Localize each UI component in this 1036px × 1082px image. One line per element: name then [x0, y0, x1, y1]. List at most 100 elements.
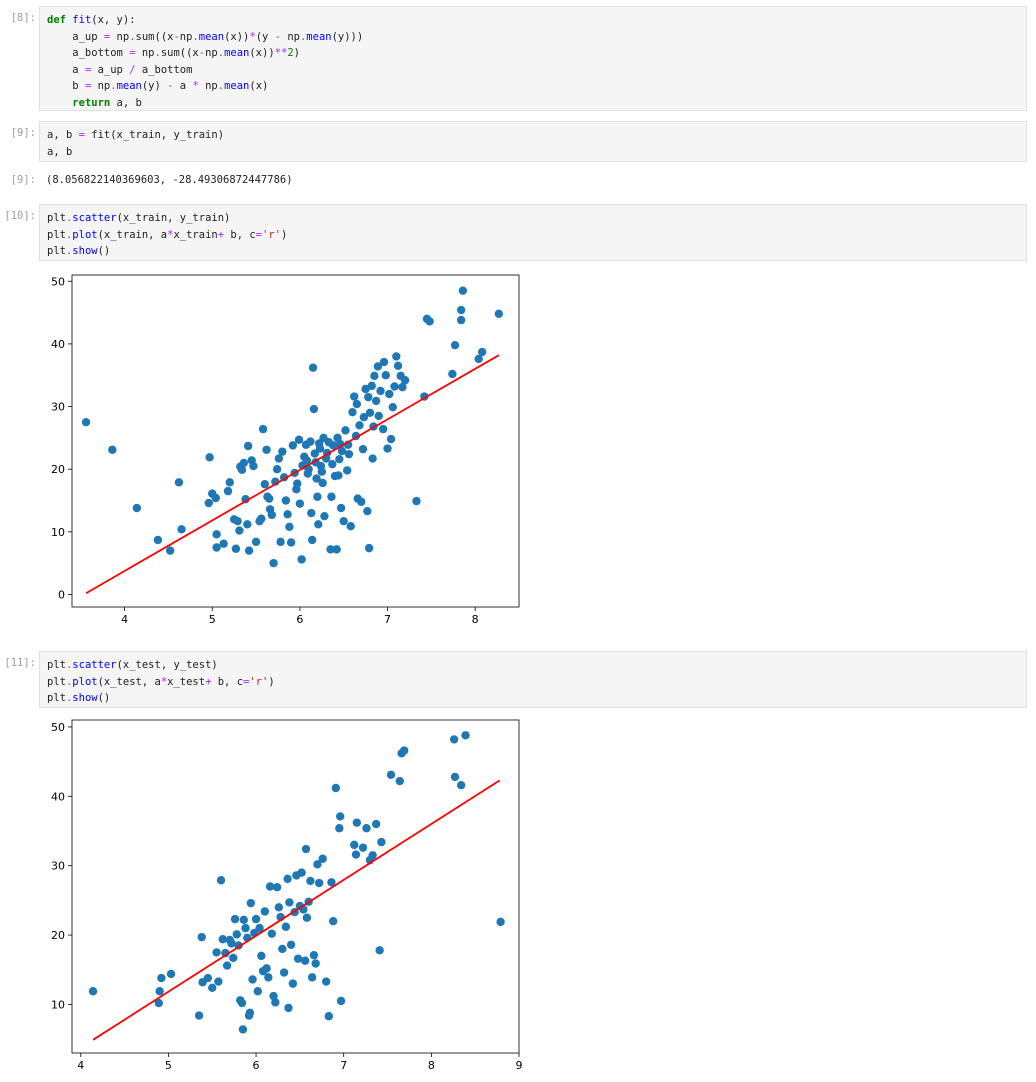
code-text: a, b = fit(x_train, y_train) a, b [47, 129, 225, 158]
data-point [258, 966, 268, 976]
data-point [311, 959, 320, 968]
data-point [369, 422, 378, 431]
data-point [456, 315, 466, 325]
data-point [373, 362, 383, 371]
data-point [297, 555, 306, 564]
data-point [327, 492, 336, 501]
data-point [236, 462, 245, 471]
data-point [324, 1012, 334, 1021]
data-point [262, 445, 271, 454]
data-point [283, 510, 292, 519]
data-point [309, 404, 319, 414]
data-point [363, 506, 372, 516]
x-tick-label: 4 [121, 613, 128, 626]
data-point [255, 923, 264, 933]
data-point [339, 516, 348, 526]
data-point [361, 384, 370, 394]
data-point [383, 444, 392, 453]
data-point [298, 461, 307, 470]
data-point [307, 508, 316, 518]
plot-frame [71, 719, 520, 1054]
code-input[interactable]: a, b = fit(x_train, y_train) a, b [39, 121, 1027, 162]
data-point [229, 953, 238, 963]
data-point [327, 878, 336, 887]
data-point [222, 961, 232, 970]
data-point [241, 923, 250, 933]
data-point [461, 731, 470, 740]
data-point [251, 914, 261, 924]
data-point [165, 546, 175, 555]
data-point [238, 1025, 248, 1034]
data-point [379, 357, 389, 367]
data-point [276, 912, 285, 922]
data-point [249, 461, 258, 471]
data-point [248, 975, 257, 984]
data-point [208, 489, 217, 498]
data-point [335, 824, 344, 833]
data-point [328, 441, 338, 450]
y-tick-label: 20 [51, 929, 65, 942]
data-point [212, 948, 221, 957]
data-point [306, 437, 315, 446]
data-point [358, 444, 368, 454]
data-point [326, 545, 335, 554]
x-tick-label: 8 [428, 1059, 435, 1072]
data-point [420, 392, 429, 401]
data-point [348, 407, 357, 417]
data-point [336, 439, 345, 449]
data-point [302, 456, 312, 465]
data-point [352, 399, 362, 409]
code-input[interactable]: def fit(x, y): a_up = np.sum((x-np.mean(… [39, 6, 1027, 111]
data-point [385, 389, 394, 399]
data-point [108, 445, 117, 454]
data-point [203, 973, 213, 983]
code-input[interactable]: plt.scatter(x_train, y_train) plt.plot(x_… [39, 204, 1027, 261]
data-point [425, 317, 434, 326]
data-point [230, 914, 240, 924]
y-tick-label: 30 [51, 860, 65, 873]
data-point [281, 496, 291, 505]
data-point [368, 851, 377, 860]
data-point [341, 426, 350, 435]
data-point [398, 382, 407, 392]
data-point [322, 448, 332, 458]
data-point [257, 951, 266, 961]
data-point [247, 456, 256, 465]
y-tick-label: 10 [51, 526, 65, 539]
data-point [302, 913, 312, 922]
data-point [264, 973, 273, 982]
data-point [303, 469, 312, 478]
data-point [88, 987, 98, 996]
data-point [246, 898, 255, 908]
data-point [241, 495, 250, 504]
x-tick-label: 7 [340, 1059, 347, 1072]
data-point [244, 546, 254, 555]
data-point [245, 1008, 255, 1017]
data-point [212, 530, 221, 539]
data-point [368, 454, 377, 463]
data-point [321, 977, 331, 986]
data-point [344, 449, 354, 459]
data-point [450, 340, 460, 350]
data-point [312, 474, 321, 483]
data-point [236, 996, 245, 1005]
data-point [376, 386, 385, 396]
data-point [300, 956, 310, 965]
data-point [375, 946, 384, 955]
data-point [365, 408, 375, 418]
data-point [295, 499, 305, 508]
data-point [390, 382, 399, 391]
data-point [286, 940, 296, 949]
data-point [365, 855, 375, 865]
data-point [386, 770, 396, 780]
data-point [370, 371, 379, 381]
data-point [244, 1011, 254, 1020]
data-point [267, 510, 277, 520]
data-point [290, 468, 299, 478]
data-point [494, 309, 504, 319]
data-point [357, 497, 366, 506]
data-point [229, 515, 239, 524]
code-input[interactable]: plt.scatter(x_test, y_test) plt.plot(x_te… [39, 651, 1027, 708]
data-point [300, 452, 309, 461]
data-point [81, 418, 91, 427]
